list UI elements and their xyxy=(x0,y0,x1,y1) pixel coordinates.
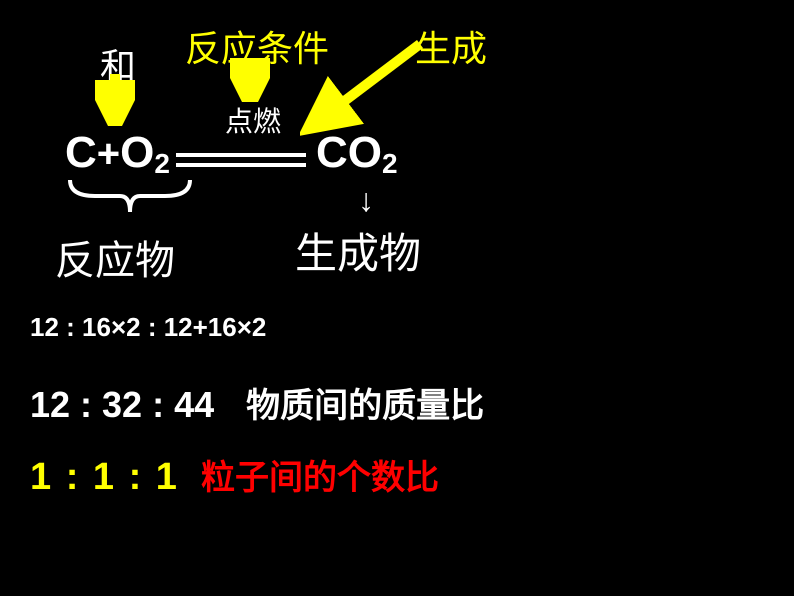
label-reactant: 反应物 xyxy=(55,228,175,286)
particle-ratio-values: 1 : 1 : 1 xyxy=(30,456,179,499)
symbol-plus: + xyxy=(97,132,120,177)
symbol-co: CO xyxy=(316,128,382,178)
subscript-2a: 2 xyxy=(154,148,170,180)
mass-ratio-desc: 物质间的质量比 xyxy=(246,378,484,427)
particle-ratio-row: 1 : 1 : 1 粒子间的个数比 xyxy=(30,450,439,499)
arrow-generate xyxy=(300,36,440,136)
arrow-product: ↓ xyxy=(358,182,374,219)
brace-reactants xyxy=(65,178,195,218)
mass-ratio-row: 12 : 32 : 44 物质间的质量比 xyxy=(30,378,484,427)
arrow-condition xyxy=(230,56,270,102)
particle-ratio-desc: 粒子间的个数比 xyxy=(201,450,439,499)
symbol-o: O xyxy=(120,128,154,178)
mass-ratio-values: 12 : 32 : 44 xyxy=(30,384,214,426)
mass-calc-raw: 12 : 16×2 : 12+16×2 xyxy=(30,312,266,343)
symbol-c: C xyxy=(65,128,97,178)
arrow-he xyxy=(95,70,135,126)
label-product: 生成物 xyxy=(295,220,421,281)
chemical-equation: C + O 2 CO 2 xyxy=(65,128,398,178)
subscript-2b: 2 xyxy=(382,148,398,180)
